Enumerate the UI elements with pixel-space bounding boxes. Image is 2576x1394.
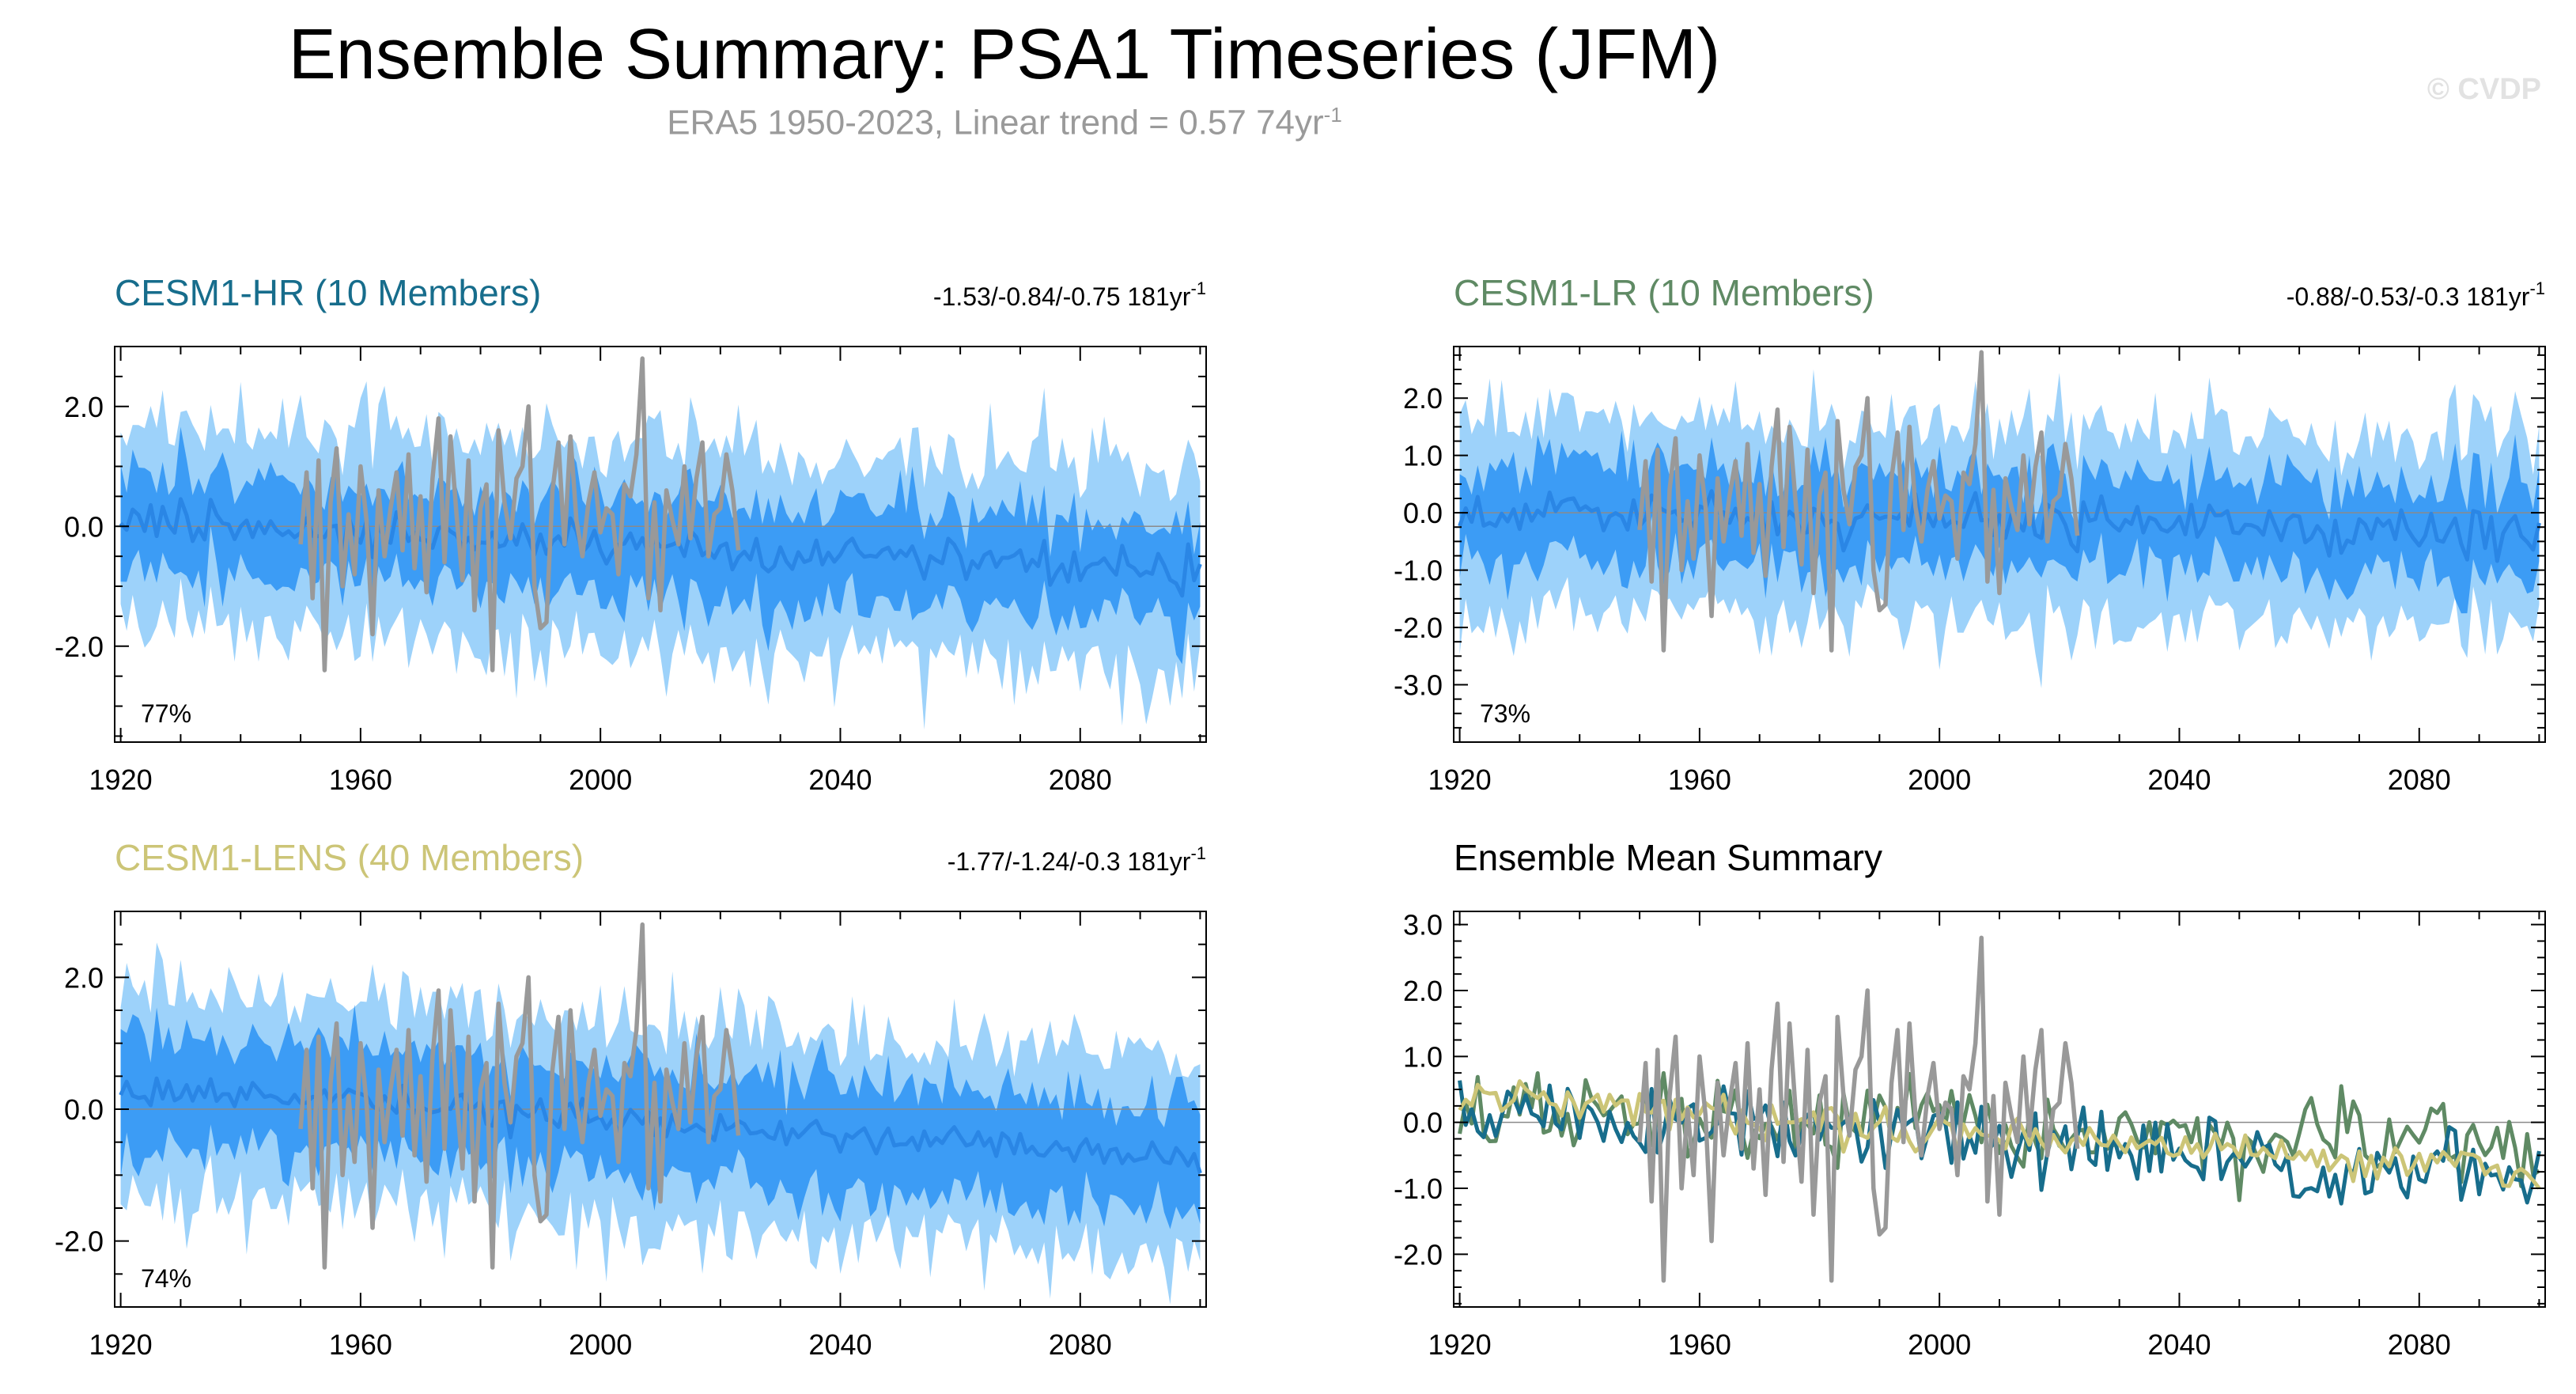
y-tick-label: -1.0 <box>1394 1172 1443 1205</box>
x-tick-label: 2040 <box>2147 763 2211 796</box>
x-tick-label: 2080 <box>1049 763 1112 796</box>
trend-superscript: -1 <box>2529 278 2545 298</box>
trend-superscript: -1 <box>1190 843 1206 863</box>
y-tick-label: 2.0 <box>1403 382 1443 415</box>
x-tick-label: 2000 <box>569 1328 632 1361</box>
y-tick-label: 0.0 <box>1403 1107 1443 1139</box>
x-tick-label: 2080 <box>2388 763 2451 796</box>
trend-value: -0.88/-0.53/-0.3 181yr <box>2287 282 2530 311</box>
x-tick-label: 1920 <box>1428 1328 1492 1361</box>
x-tick-label: 1960 <box>1668 763 1731 796</box>
lens-mean-line <box>1458 1079 2541 1190</box>
x-tick-label: 2000 <box>1908 1328 1971 1361</box>
trend-text: -1.53/-0.84/-0.75 181yr-1 <box>933 278 1206 311</box>
panel-hr: 1920 1960 2000 2040 2080 2.0 0.0 -2.0 CESM1-HR (… <box>55 272 1207 796</box>
chart-subtitle: ERA5 1950-2023, Linear trend = 0.57 74yr… <box>0 103 2009 143</box>
plot-frame <box>1453 911 2546 1308</box>
y-tick-label: 2.0 <box>64 391 104 423</box>
x-tick-label: 1920 <box>1428 763 1492 796</box>
x-tick-label: 1920 <box>89 763 153 796</box>
plot-area <box>115 922 1206 1305</box>
x-tick-label: 1920 <box>89 1328 153 1361</box>
panel-title: CESM1-LENS (40 Members) <box>115 837 584 878</box>
hr-mean-line <box>1458 1080 2541 1206</box>
y-tick-label: -1.0 <box>1394 555 1443 587</box>
observed-era5-line <box>298 356 741 672</box>
subtitle-text: ERA5 1950-2023, Linear trend = 0.57 74yr <box>667 103 1324 142</box>
trend-superscript: -1 <box>1190 278 1206 298</box>
y-tick-label: 1.0 <box>1403 440 1443 472</box>
trend-value: -1.77/-1.24/-0.3 181yr <box>948 847 1191 876</box>
x-tick-label: 1960 <box>329 763 392 796</box>
y-tick-label: 0.0 <box>64 510 104 543</box>
x-tick-label: 2040 <box>2147 1328 2211 1361</box>
x-tick-label: 1960 <box>1668 1328 1731 1361</box>
y-tick-label: 0.0 <box>1403 497 1443 529</box>
observed-era5-line <box>1637 935 2080 1283</box>
y-tick-label: 2.0 <box>64 961 104 994</box>
y-tick-label: -2.0 <box>1394 1238 1443 1271</box>
y-tick-label: 1.0 <box>1403 1040 1443 1073</box>
percent-label: 73% <box>1480 699 1530 728</box>
x-tick-label: 2040 <box>808 1328 872 1361</box>
panel-title: CESM1-HR (10 Members) <box>115 272 541 313</box>
observed-era5-line <box>1637 350 2080 653</box>
plot-area <box>115 356 1206 730</box>
percent-label: 74% <box>141 1264 191 1293</box>
panel-summary: 1920 1960 2000 2040 2080 3.0 2.0 1.0 0.0 -1.0 -2.0… <box>1394 837 2546 1361</box>
percent-label: 77% <box>141 699 191 728</box>
y-tick-label: 0.0 <box>64 1093 104 1126</box>
panel-lr: 1920 1960 2000 2040 2080 2.0 1.0 0.0 -1.0 -2.0 -3.… <box>1394 272 2546 796</box>
observed-era5-line <box>298 922 741 1270</box>
y-tick-label: -2.0 <box>55 1225 104 1258</box>
y-tick-label: -2.0 <box>1394 612 1443 644</box>
x-tick-label: 2040 <box>808 763 872 796</box>
x-tick-label: 2080 <box>2388 1328 2451 1361</box>
trend-value: -1.53/-0.84/-0.75 181yr <box>933 282 1191 311</box>
panel-title: Ensemble Mean Summary <box>1454 837 1882 878</box>
panel-lens: 1920 1960 2000 2040 2080 2.0 0.0 -2.0 CESM1-LENS… <box>55 837 1207 1361</box>
y-tick-label: 3.0 <box>1403 909 1443 941</box>
subtitle-superscript: -1 <box>1323 103 1342 127</box>
x-tick-label: 2080 <box>1049 1328 1112 1361</box>
panel-title: CESM1-LR (10 Members) <box>1454 272 1874 313</box>
x-tick-label: 2000 <box>569 763 632 796</box>
trend-text: -1.77/-1.24/-0.3 181yr-1 <box>948 843 1206 876</box>
y-tick-label: -2.0 <box>55 631 104 663</box>
y-tick-label: -3.0 <box>1394 669 1443 702</box>
trend-text: -0.88/-0.53/-0.3 181yr-1 <box>2287 278 2545 311</box>
x-tick-label: 2000 <box>1908 763 1971 796</box>
x-tick-label: 1960 <box>329 1328 392 1361</box>
y-tick-label: 2.0 <box>1403 975 1443 1007</box>
plot-area <box>1454 350 2545 688</box>
cvdp-watermark: © CVDP <box>2427 73 2541 106</box>
chart-title: Ensemble Summary: PSA1 Timeseries (JFM) <box>288 15 1721 94</box>
plot-area <box>1454 935 2545 1283</box>
